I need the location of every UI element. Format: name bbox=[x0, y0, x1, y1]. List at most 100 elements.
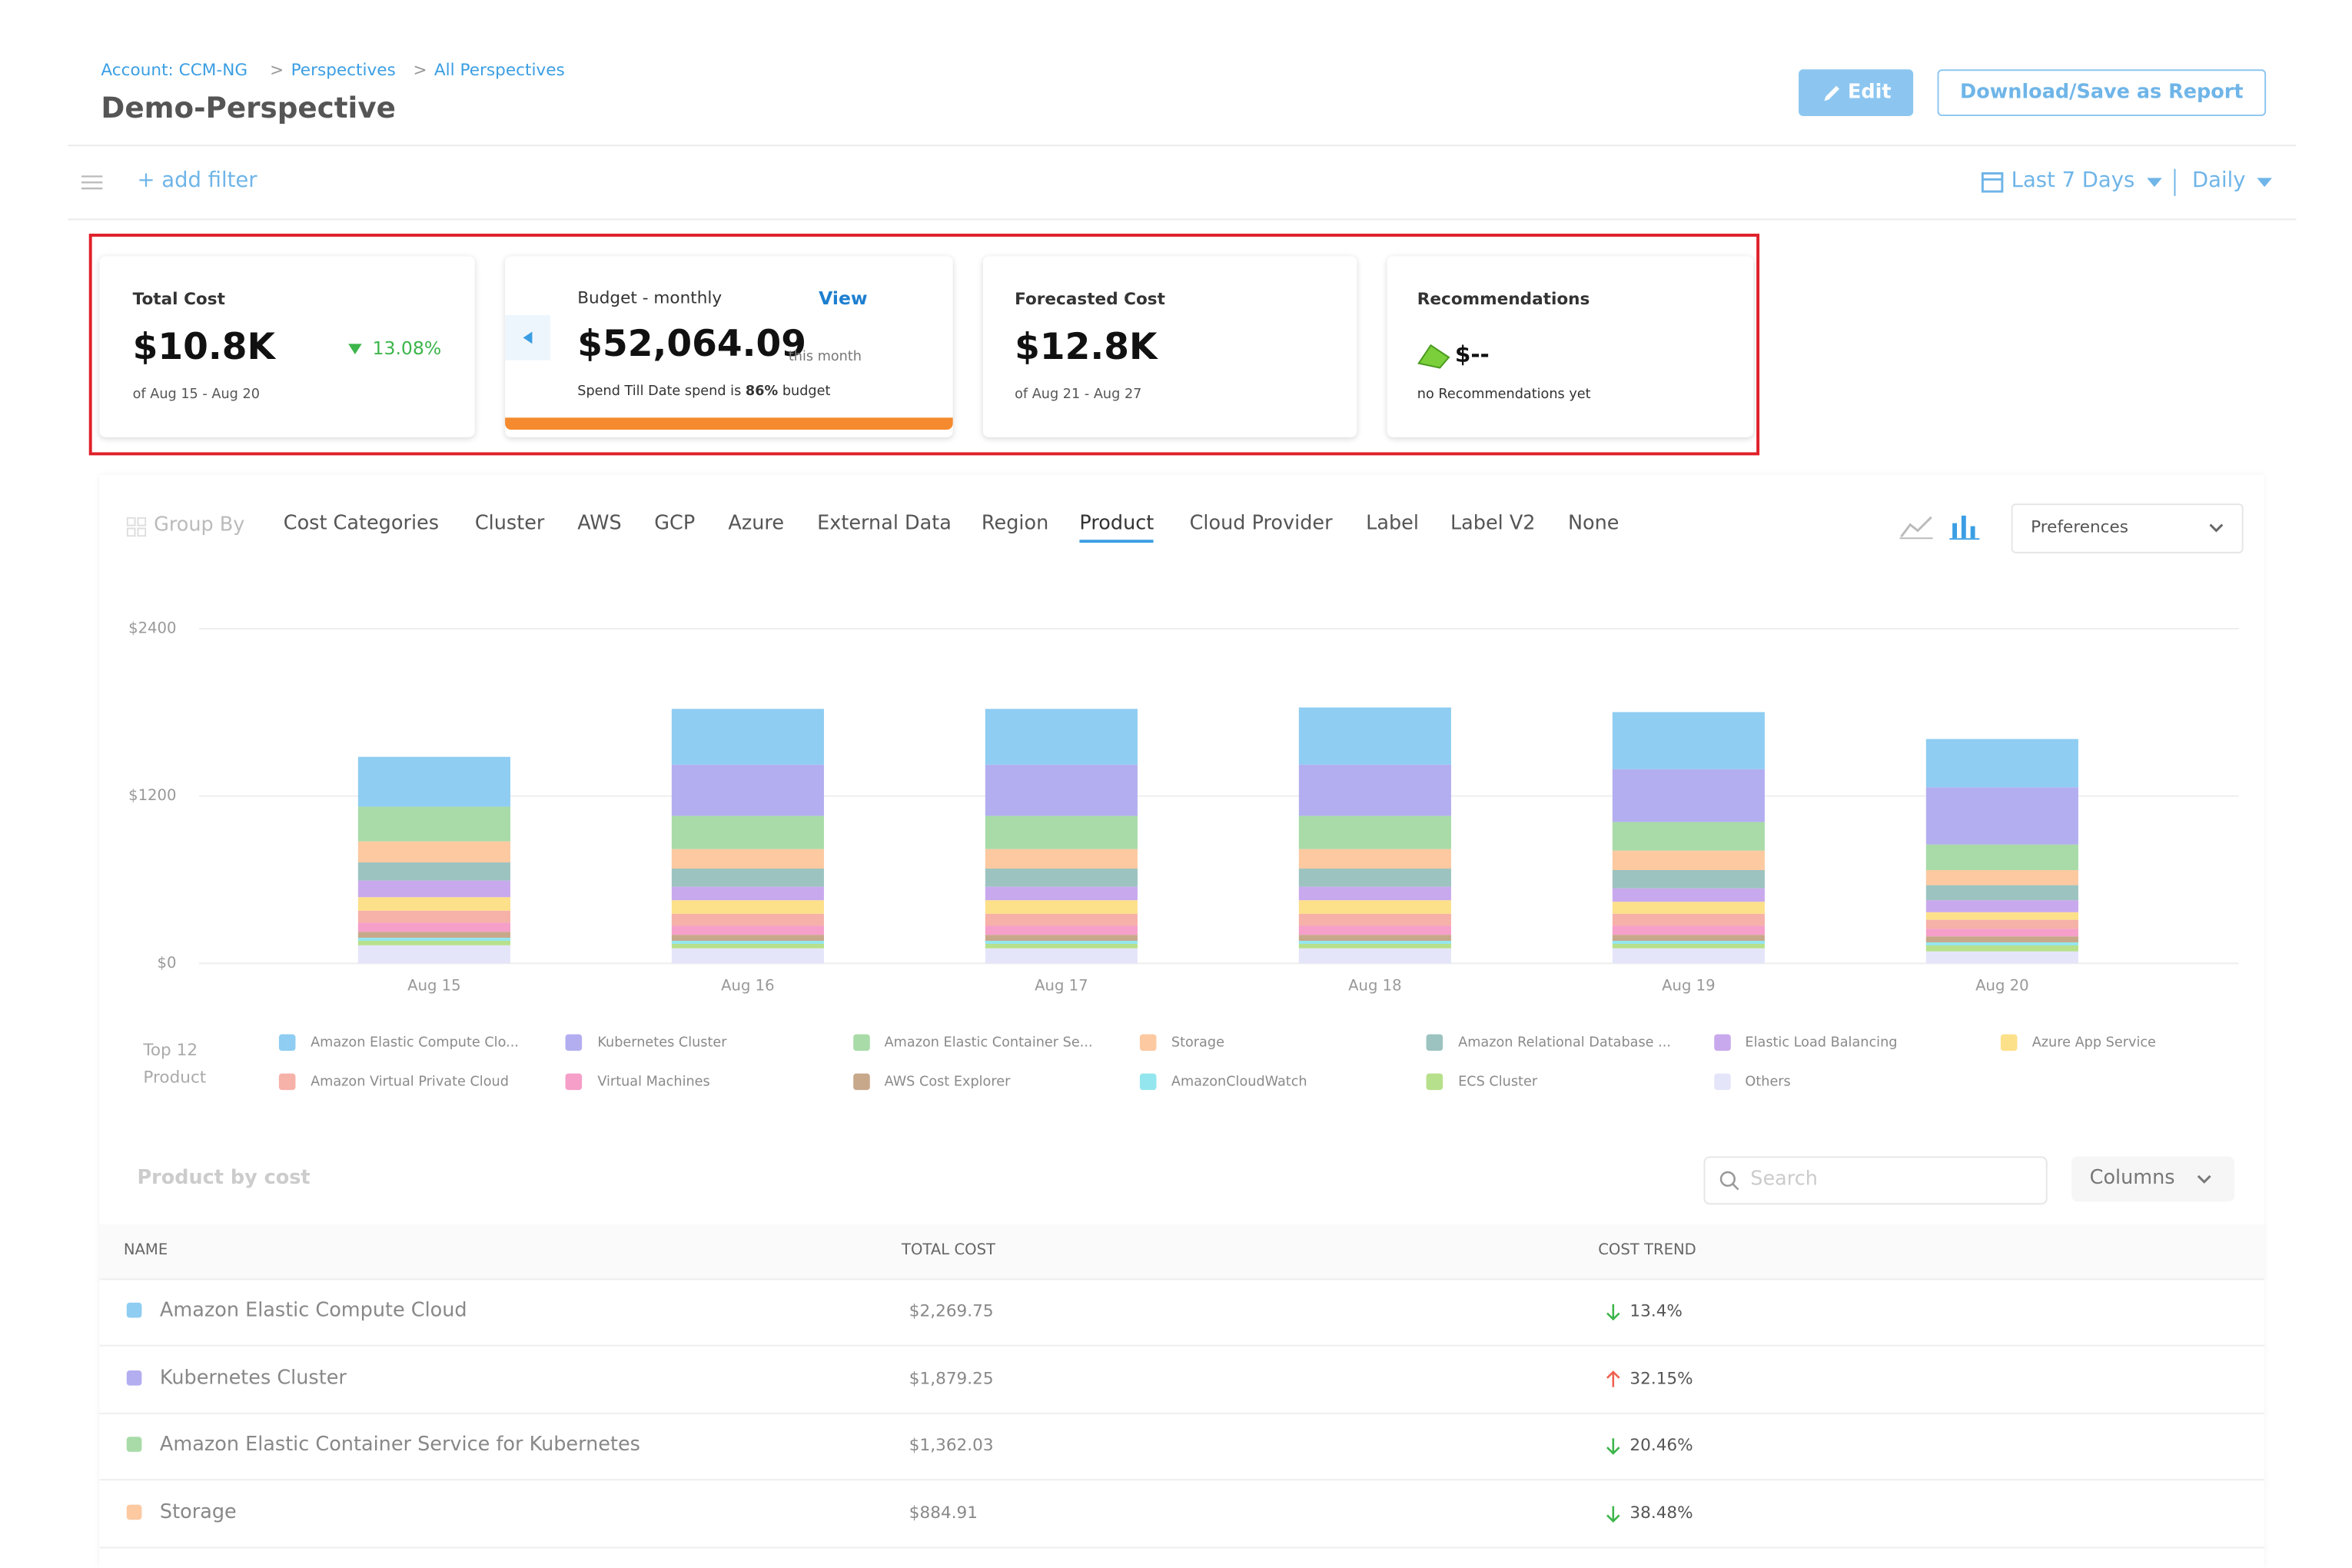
edit-label: Edit bbox=[1847, 81, 1892, 105]
bar-segment bbox=[1298, 925, 1451, 935]
legend-swatch bbox=[1426, 1073, 1443, 1091]
bar-segment bbox=[1612, 870, 1765, 889]
bar-segment bbox=[1298, 849, 1451, 869]
bar-segment bbox=[1612, 925, 1765, 935]
x-tick-label: Aug 16 bbox=[721, 976, 774, 994]
group-by-tab[interactable]: Product bbox=[1079, 513, 1154, 543]
bar-segment bbox=[985, 816, 1138, 849]
edit-button[interactable]: Edit bbox=[1799, 69, 1914, 117]
bar-segment bbox=[1298, 869, 1451, 887]
legend-swatch bbox=[1713, 1073, 1730, 1091]
table-row[interactable]: Storage $884.91 38.48% bbox=[99, 1480, 2265, 1549]
arrow-shape bbox=[1606, 1304, 1620, 1321]
card-value: $12.8K bbox=[1015, 325, 1158, 368]
total-cost: $2,269.75 bbox=[909, 1301, 994, 1321]
legend-item: Amazon Elastic Compute Clo... bbox=[278, 1034, 519, 1051]
group-by-tab[interactable]: Cloud Provider bbox=[1189, 512, 1333, 536]
group-by-tab[interactable]: Label bbox=[1366, 512, 1419, 536]
total-cost: $884.91 bbox=[909, 1503, 978, 1523]
breadcrumb[interactable]: Account: CCM-NG bbox=[101, 60, 248, 80]
budget-card: Budget - monthly View $52,064.09 this mo… bbox=[505, 256, 953, 437]
card-value: $10.8K bbox=[132, 325, 276, 368]
table-row[interactable]: Kubernetes Cluster $1,879.25 32.15% bbox=[99, 1346, 2265, 1414]
breadcrumb-separator: > bbox=[270, 60, 284, 80]
page-title: Demo-Perspective bbox=[101, 91, 396, 125]
legend-swatch bbox=[566, 1034, 583, 1051]
bar-segment bbox=[1298, 948, 1451, 964]
edit-icon bbox=[1823, 85, 1839, 101]
card-period: of Aug 15 - Aug 20 bbox=[132, 387, 260, 403]
bar-segment bbox=[985, 913, 1138, 926]
legend-label: Virtual Machines bbox=[597, 1074, 710, 1090]
recommendations-card: Recommendations $-- no Recommendations y… bbox=[1387, 256, 1754, 437]
filter-icon[interactable] bbox=[81, 172, 103, 193]
group-by-tab[interactable]: AWS bbox=[577, 512, 622, 536]
time-range[interactable]: Last 7 Days bbox=[2011, 168, 2135, 194]
trend-arrow bbox=[1606, 1439, 1620, 1456]
bar-segment bbox=[1925, 936, 2078, 943]
view-link[interactable]: View bbox=[819, 287, 868, 310]
bar-segment bbox=[1612, 902, 1765, 914]
legend-label: Amazon Elastic Container Se... bbox=[884, 1035, 1093, 1051]
search-box[interactable]: Search bbox=[1703, 1156, 2048, 1205]
bar-segment bbox=[1925, 885, 2078, 901]
breadcrumb-separator: > bbox=[413, 60, 427, 80]
legend-label: Others bbox=[1745, 1074, 1791, 1090]
bar-segment bbox=[671, 886, 824, 901]
bar-segment bbox=[1612, 888, 1765, 902]
bar-segment bbox=[985, 709, 1138, 765]
breadcrumb[interactable]: Perspectives bbox=[291, 60, 396, 80]
add-filter[interactable]: + add filter bbox=[137, 168, 257, 194]
divider bbox=[68, 218, 2297, 221]
bar-chart-toggle[interactable] bbox=[1949, 513, 1980, 540]
group-by-tab[interactable]: Label V2 bbox=[1450, 512, 1536, 536]
bar-segment bbox=[671, 900, 824, 914]
download-button[interactable]: Download/Save as Report bbox=[1937, 69, 2267, 117]
preferences-dropdown[interactable]: Preferences bbox=[2011, 503, 2244, 553]
dropdown-caret bbox=[2147, 178, 2162, 188]
table-header: NAME TOTAL COST COST TREND bbox=[99, 1224, 2265, 1281]
bar-segment bbox=[357, 932, 510, 938]
granularity[interactable]: Daily bbox=[2192, 168, 2246, 194]
group-by-tab[interactable]: GCP bbox=[654, 512, 696, 536]
group-by-tab[interactable]: Cost Categories bbox=[283, 512, 440, 536]
group-by-tab[interactable]: Cluster bbox=[474, 512, 545, 536]
y-tick-label: $0 bbox=[158, 954, 177, 972]
group-by-label: Group By bbox=[154, 513, 245, 537]
bar-segment bbox=[1612, 943, 1765, 948]
spend-text: Spend Till Date spend is 86% budget bbox=[577, 384, 830, 400]
group-by-tab[interactable]: None bbox=[1567, 512, 1619, 536]
cost-trend: 20.46% bbox=[1629, 1436, 1693, 1456]
group-by-tab[interactable]: External Data bbox=[817, 512, 952, 536]
card-value: $52,064.09 bbox=[577, 322, 807, 365]
card-title: Recommendations bbox=[1417, 289, 1590, 310]
legend-item: AmazonCloudWatch bbox=[1139, 1073, 1307, 1091]
columns-button[interactable]: Columns bbox=[2071, 1156, 2234, 1202]
legend-item: Elastic Load Balancing bbox=[1713, 1034, 1897, 1051]
bar-segment bbox=[357, 897, 510, 911]
bar-segment bbox=[985, 943, 1138, 948]
bar-segment bbox=[357, 910, 510, 923]
legend-swatch bbox=[1713, 1034, 1730, 1051]
table-row[interactable]: Amazon Elastic Compute Cloud $2,269.75 13.… bbox=[99, 1278, 2265, 1347]
y-tick-label: $2400 bbox=[128, 619, 176, 636]
breadcrumb[interactable]: All Perspectives bbox=[434, 60, 565, 80]
legend-item: Amazon Relational Database ... bbox=[1426, 1034, 1671, 1051]
carousel-button[interactable] bbox=[505, 314, 550, 360]
bar-segment bbox=[985, 869, 1138, 887]
group-by-tab[interactable]: Azure bbox=[728, 512, 785, 536]
group-icon bbox=[126, 517, 147, 537]
line-chart-toggle[interactable] bbox=[1899, 513, 1933, 540]
table-row[interactable]: Amazon Elastic Container Service for Kub… bbox=[99, 1414, 2265, 1481]
x-tick-label: Aug 18 bbox=[1348, 976, 1401, 994]
bar-segment bbox=[1298, 816, 1451, 849]
columns-label: Columns bbox=[2089, 1167, 2175, 1190]
group-by-tab[interactable]: Region bbox=[981, 512, 1049, 536]
row-swatch bbox=[126, 1504, 142, 1520]
y-tick-label: $1200 bbox=[128, 786, 176, 804]
bar-segment bbox=[671, 816, 824, 849]
x-tick-label: Aug 20 bbox=[1975, 976, 2028, 994]
cost-trend: 13.4% bbox=[1629, 1301, 1683, 1321]
bar-segment bbox=[357, 756, 510, 807]
cost-trend: 32.15% bbox=[1629, 1368, 1693, 1388]
